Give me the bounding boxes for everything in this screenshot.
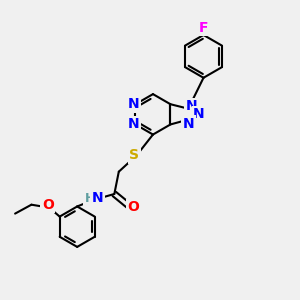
Text: N: N [185,99,197,113]
Text: N: N [91,191,103,206]
Text: N: N [193,107,205,121]
Text: O: O [42,198,54,212]
Text: N: N [127,117,139,131]
Text: H: H [85,192,95,205]
Text: F: F [199,20,208,34]
Text: N: N [182,116,194,130]
Text: N: N [127,97,139,111]
Text: S: S [129,148,139,162]
Text: O: O [128,200,140,214]
